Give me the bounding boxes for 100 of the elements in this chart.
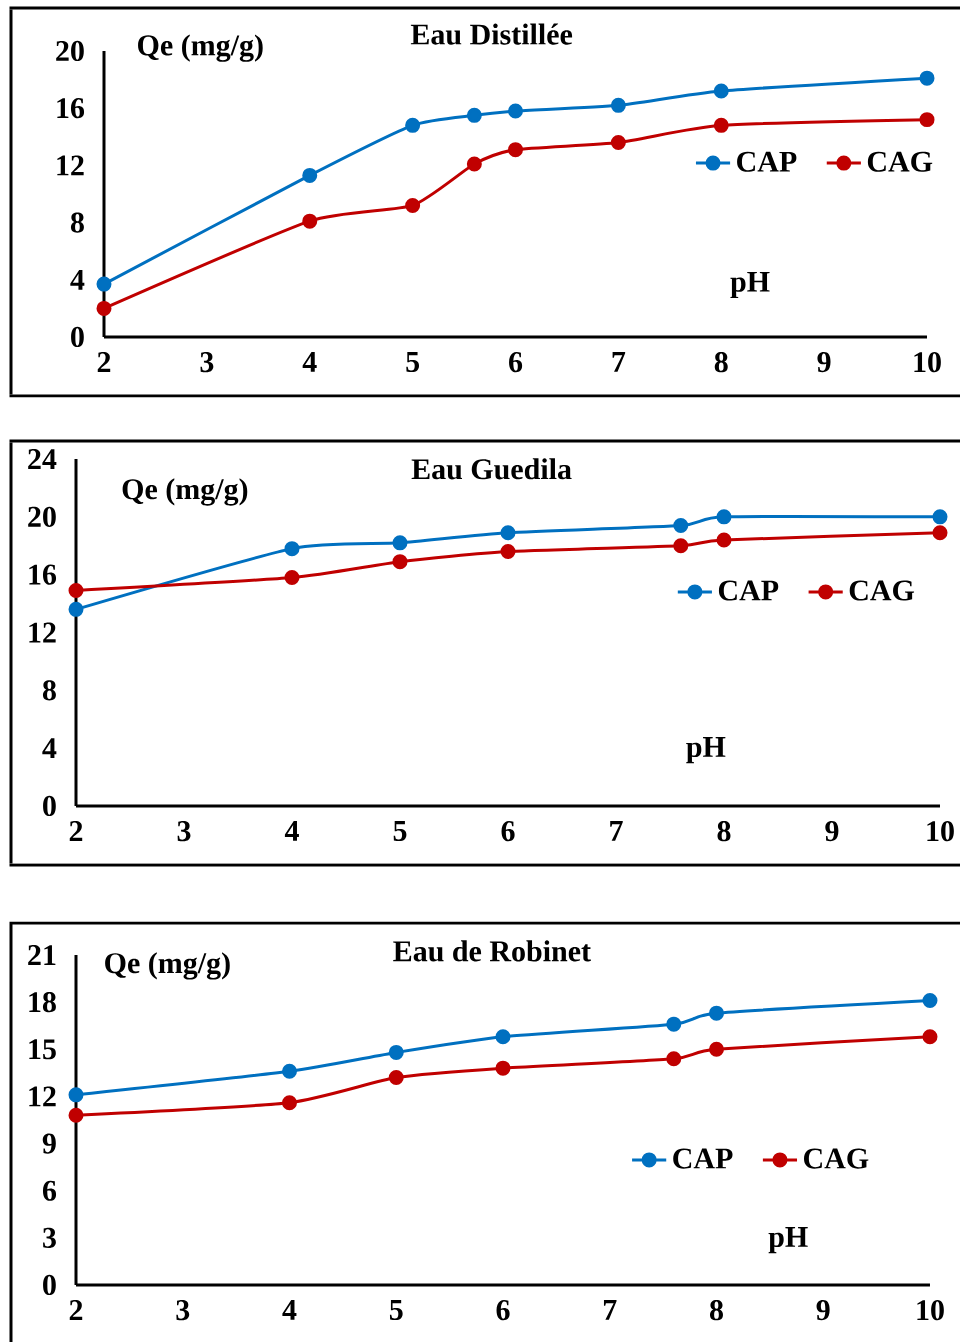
- y-axis-title: Qe (mg/g): [138, 34, 263, 62]
- x-tick-label: 4: [282, 1300, 297, 1320]
- point: [281, 1095, 297, 1111]
- x-tick-label: 7: [610, 821, 623, 841]
- x-tick-label: 10: [927, 821, 954, 842]
- y-axis-title: Qe (mg/g): [122, 478, 248, 506]
- x-tick-label: 3: [200, 352, 214, 373]
- point: [708, 1005, 724, 1021]
- point: [713, 83, 729, 99]
- x-tick-label: 9: [817, 352, 831, 373]
- chart-title: Eau de Robinet: [393, 940, 591, 962]
- y-tick-label: 16: [29, 564, 57, 585]
- legend-label: CAP: [718, 580, 779, 601]
- x-tick-label: 5: [406, 352, 420, 372]
- point: [673, 538, 689, 554]
- point: [68, 601, 84, 617]
- x-tick-label: 7: [612, 352, 626, 372]
- x-tick-label: 6: [496, 1300, 510, 1321]
- point: [922, 993, 938, 1009]
- point: [281, 1063, 297, 1079]
- x-tick-label: 10: [914, 352, 941, 373]
- point: [922, 1029, 938, 1045]
- point: [96, 276, 112, 292]
- point: [673, 518, 689, 533]
- point: [68, 1087, 84, 1103]
- y-tick-label: 12: [57, 155, 84, 176]
- point: [284, 541, 300, 557]
- x-tick-label: 9: [825, 821, 839, 842]
- x-tick-label: 2: [69, 821, 83, 841]
- point: [919, 70, 935, 86]
- point: [508, 142, 523, 158]
- point: [68, 583, 84, 599]
- point: [610, 135, 626, 151]
- x-tick-label: 2: [97, 352, 111, 372]
- y-tick-label: 16: [57, 98, 85, 119]
- legend-label: CAG: [867, 151, 933, 172]
- x-tick-label: 8: [717, 821, 731, 842]
- point: [96, 300, 112, 316]
- x-tick-label: 9: [816, 1300, 830, 1321]
- point: [932, 525, 948, 541]
- y-tick-label: 0: [71, 326, 84, 348]
- point: [466, 107, 482, 123]
- point: [610, 97, 626, 113]
- point: [666, 1016, 682, 1032]
- y-tick-label: 0: [43, 1274, 56, 1296]
- y-tick-label: 3: [43, 1227, 56, 1248]
- point: [919, 112, 935, 128]
- chart-title: Eau Distillée: [410, 23, 573, 45]
- y-tick-label: 24: [28, 449, 57, 469]
- y-tick-label: 20: [28, 506, 56, 527]
- point: [392, 554, 408, 570]
- point: [388, 1044, 404, 1060]
- y-tick-label: 8: [70, 212, 84, 233]
- x-tick-label: 8: [714, 352, 728, 373]
- y-tick-label: 18: [29, 992, 56, 1013]
- legend-label: CAP: [737, 151, 797, 172]
- point: [716, 532, 732, 548]
- x-tick-label: 6: [509, 352, 523, 373]
- y-tick-label: 21: [28, 945, 56, 965]
- point: [500, 525, 516, 541]
- y-tick-label: 6: [42, 1180, 57, 1201]
- x-tick-label: 3: [177, 821, 191, 842]
- x-tick-label: 7: [603, 1300, 617, 1320]
- point: [405, 197, 421, 213]
- x-axis-title: pH: [686, 737, 726, 764]
- point: [68, 1107, 84, 1123]
- point: [284, 570, 300, 586]
- point: [500, 544, 516, 560]
- y-tick-label: 4: [70, 269, 85, 290]
- point: [666, 1051, 682, 1067]
- x-axis-title: pH: [730, 271, 770, 298]
- legend-label: CAG: [849, 580, 915, 601]
- x-tick-label: 2: [69, 1300, 83, 1320]
- point: [708, 1041, 724, 1057]
- point: [466, 156, 482, 172]
- y-tick-label: 12: [29, 1086, 56, 1107]
- x-tick-label: 10: [917, 1300, 944, 1321]
- x-tick-label: 5: [389, 1300, 403, 1320]
- legend-label: CAG: [804, 1148, 869, 1169]
- point: [302, 167, 318, 183]
- y-tick-label: 15: [29, 1039, 56, 1060]
- y-tick-label: 20: [56, 40, 84, 62]
- y-tick-label: 0: [43, 795, 56, 817]
- x-tick-label: 3: [176, 1300, 190, 1321]
- x-tick-label: 4: [302, 352, 317, 372]
- y-axis-title: Qe (mg/g): [105, 952, 230, 980]
- x-tick-label: 8: [709, 1300, 723, 1321]
- point: [495, 1029, 511, 1045]
- point: [405, 117, 421, 133]
- point: [508, 103, 523, 119]
- point: [388, 1070, 404, 1086]
- point: [495, 1060, 511, 1076]
- y-tick-label: 8: [42, 680, 56, 701]
- point: [932, 509, 948, 525]
- legend-label: CAP: [673, 1148, 733, 1169]
- point: [392, 535, 408, 551]
- x-axis-title: pH: [768, 1227, 808, 1254]
- point: [716, 509, 732, 525]
- y-tick-label: 12: [29, 622, 56, 643]
- x-tick-label: 6: [501, 821, 515, 842]
